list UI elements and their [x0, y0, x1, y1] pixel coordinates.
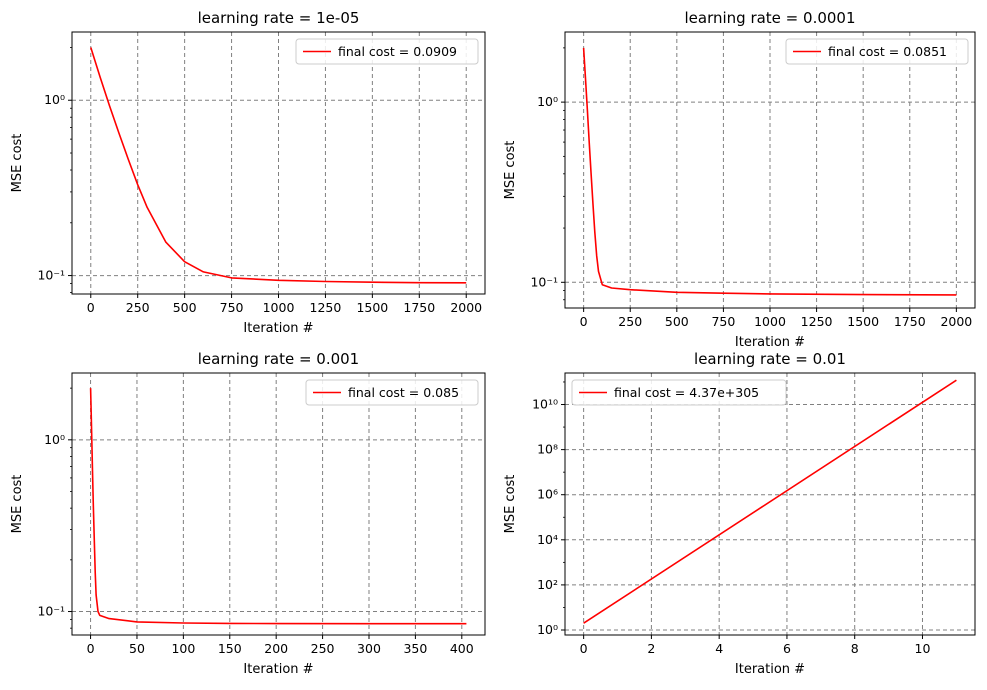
- y-tick-label: 10⁰: [537, 622, 558, 637]
- y-tick-label: 10⁰: [537, 94, 558, 109]
- axes-frame: [564, 372, 976, 636]
- x-tick-label: 1000: [754, 314, 786, 329]
- y-tick-label: 10⁴: [537, 532, 558, 547]
- legend-label: final cost = 0.0909: [338, 44, 457, 59]
- x-tick-label: 50: [129, 641, 145, 656]
- x-tick-label: 750: [711, 314, 735, 329]
- legend-box: [295, 38, 479, 65]
- x-tick-label: 4: [715, 641, 723, 656]
- y-tick-label: 10⁰: [44, 432, 65, 447]
- x-axis-label: Iteration #: [243, 321, 313, 336]
- x-tick-label: 2: [647, 641, 655, 656]
- legend-box: [571, 379, 787, 406]
- x-tick-label: 1250: [310, 300, 342, 315]
- legend: final cost = 0.0851: [785, 38, 969, 65]
- axes-frame: [71, 31, 486, 295]
- y-tick-label: 10⁶: [537, 487, 558, 502]
- x-tick-label: 500: [665, 314, 689, 329]
- legend-box: [305, 379, 479, 406]
- x-tick-label: 0: [87, 641, 95, 656]
- legend-label: final cost = 0.085: [348, 385, 459, 400]
- chart-title: learning rate = 0.01: [694, 350, 846, 368]
- x-tick-label: 1000: [263, 300, 295, 315]
- y-axis-label: MSE cost: [10, 134, 25, 193]
- subplot-3: 0 50 100 150 200 250 300 350 400 10⁻¹ 10⁰ learning …: [10, 350, 486, 677]
- subplot-1: 0 250 500 750 1000 1250 1500 1750 2000 10⁻¹ 10⁰ lea…: [10, 9, 486, 336]
- x-tick-label: 0: [580, 314, 588, 329]
- legend: final cost = 0.085: [305, 379, 479, 406]
- series-line: [89, 388, 467, 625]
- x-tick-label: 0: [580, 641, 588, 656]
- legend: final cost = 0.0909: [295, 38, 479, 65]
- x-tick-label: 2000: [940, 314, 972, 329]
- x-tick-label: 400: [450, 641, 474, 656]
- axes-frame: [71, 372, 486, 636]
- x-tick-label: 100: [171, 641, 195, 656]
- x-tick-label: 1500: [356, 300, 388, 315]
- y-axis-label: MSE cost: [10, 475, 25, 534]
- x-tick-label: 0: [87, 300, 95, 315]
- y-tick-label: 10⁸: [537, 442, 558, 457]
- y-tick-label: 10⁻¹: [37, 268, 65, 283]
- x-tick-label: 300: [357, 641, 381, 656]
- chart-title: learning rate = 0.0001: [684, 9, 855, 27]
- x-tick-label: 150: [218, 641, 242, 656]
- y-axis-label: MSE cost: [503, 475, 518, 534]
- series-line: [583, 379, 957, 624]
- series-line: [90, 47, 467, 284]
- x-tick-label: 10: [915, 641, 931, 656]
- x-axis-label: Iteration #: [735, 335, 805, 350]
- subplot-4: 0 2 4 6 8 10 10⁰ 10² 10⁴ 10⁶ 10⁸ 10¹⁰ learning rate …: [503, 350, 976, 677]
- x-tick-label: 200: [264, 641, 288, 656]
- x-tick-label: 250: [126, 300, 150, 315]
- x-tick-label: 350: [403, 641, 427, 656]
- y-tick-label: 10²: [537, 577, 558, 592]
- x-axis-label: Iteration #: [243, 662, 313, 677]
- x-tick-label: 1750: [403, 300, 435, 315]
- x-tick-label: 6: [783, 641, 791, 656]
- x-tick-label: 500: [173, 300, 197, 315]
- x-tick-label: 1750: [894, 314, 926, 329]
- x-tick-label: 8: [851, 641, 859, 656]
- y-tick-label: 10¹⁰: [532, 397, 558, 412]
- legend-box: [785, 38, 969, 65]
- y-tick-label: 10⁻¹: [37, 604, 65, 619]
- x-tick-label: 250: [618, 314, 642, 329]
- x-tick-label: 250: [311, 641, 335, 656]
- chart-title: learning rate = 1e-05: [198, 9, 360, 27]
- y-tick-label: 10⁻¹: [530, 274, 558, 289]
- chart-title: learning rate = 0.001: [198, 350, 359, 368]
- x-tick-label: 1250: [801, 314, 833, 329]
- x-tick-label: 750: [220, 300, 244, 315]
- subplot-2: 0 250 500 750 1000 1250 1500 1750 2000 10⁻¹ 10⁰ lea…: [503, 9, 976, 350]
- x-axis-label: Iteration #: [735, 662, 805, 677]
- legend-label: final cost = 4.37e+305: [614, 385, 759, 400]
- x-tick-label: 2000: [450, 300, 482, 315]
- x-tick-label: 1500: [847, 314, 879, 329]
- y-tick-label: 10⁰: [44, 92, 65, 107]
- legend-label: final cost = 0.0851: [828, 44, 947, 59]
- series-line: [582, 47, 957, 296]
- legend: final cost = 4.37e+305: [571, 379, 787, 406]
- y-axis-label: MSE cost: [503, 141, 518, 200]
